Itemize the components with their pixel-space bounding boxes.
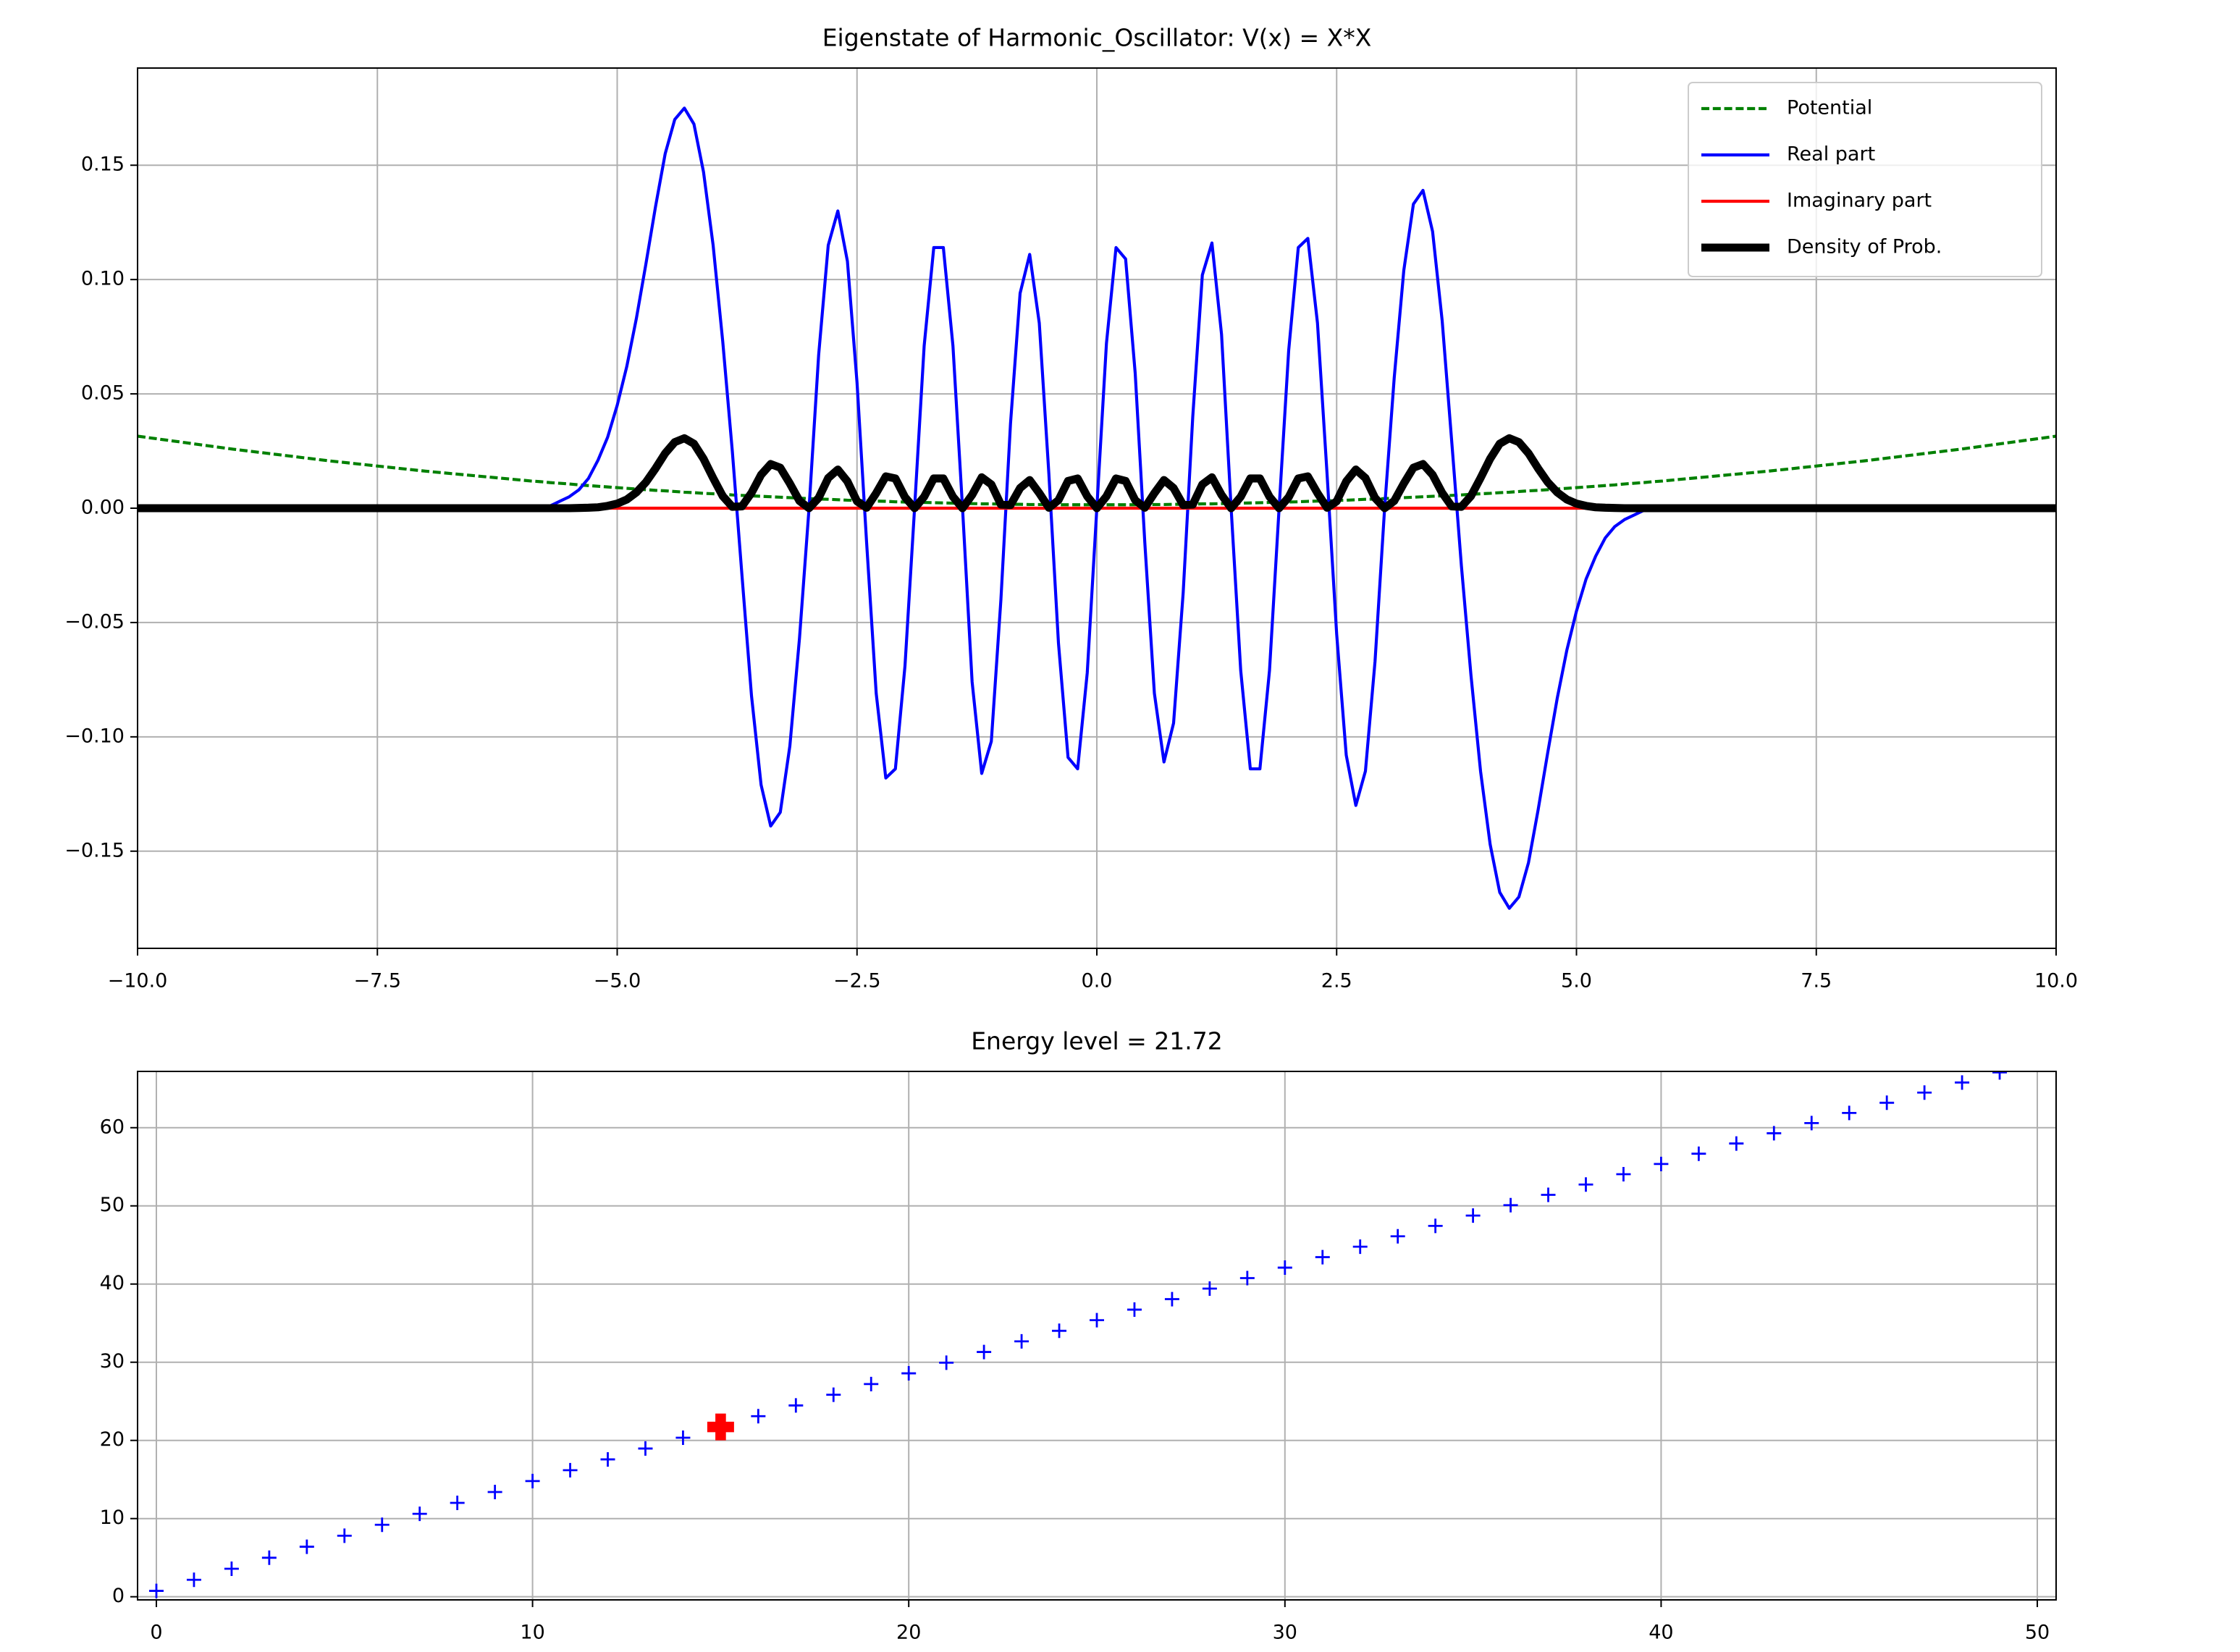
plus-marker	[1390, 1229, 1405, 1244]
x-tick-label: 5.0	[1561, 970, 1592, 993]
plus-marker	[1654, 1156, 1669, 1171]
chart-title: Energy level = 21.72	[971, 1027, 1223, 1055]
plus-marker	[638, 1441, 653, 1456]
plus-marker	[675, 1430, 691, 1446]
plus-marker	[1465, 1208, 1481, 1223]
plus-marker	[412, 1506, 427, 1522]
axes-frame	[137, 67, 2057, 949]
chart-title: Eigenstate of Harmonic_Oscillator: V(x) …	[822, 24, 1372, 52]
x-tick-label: 10	[520, 1622, 544, 1644]
y-tick-label: 40	[100, 1272, 125, 1294]
plus-marker	[600, 1451, 615, 1467]
plus-marker	[939, 1355, 954, 1370]
plus-marker	[1014, 1333, 1030, 1349]
plus-marker	[1955, 1075, 1970, 1090]
y-tick-label: 0.05	[81, 382, 125, 405]
plus-marker	[1691, 1146, 1706, 1161]
plus-marker	[337, 1528, 352, 1543]
x-tick-label: −2.5	[833, 970, 881, 993]
y-tick-label: 50	[100, 1194, 125, 1216]
plus-marker	[299, 1539, 314, 1554]
y-tick-label: 30	[100, 1350, 125, 1373]
plus-marker	[1842, 1105, 1857, 1121]
plus-marker	[1616, 1167, 1631, 1182]
plus-marker	[1541, 1187, 1556, 1202]
x-tick-label: 40	[1649, 1622, 1673, 1644]
y-tick-label: 20	[100, 1428, 125, 1451]
plus-marker	[1052, 1323, 1067, 1339]
plus-marker	[261, 1550, 277, 1565]
x-tick-label: −7.5	[353, 970, 401, 993]
plus-marker	[1729, 1136, 1744, 1151]
x-tick-label: 20	[896, 1622, 921, 1644]
plus-marker	[1503, 1197, 1518, 1213]
plus-marker	[1428, 1218, 1443, 1234]
x-tick-label: 0.0	[1082, 970, 1113, 993]
plus-marker	[1090, 1312, 1104, 1328]
plus-marker	[864, 1376, 879, 1391]
y-tick-label: 0	[112, 1585, 125, 1607]
plus-marker	[1202, 1281, 1217, 1296]
plus-marker	[751, 1409, 766, 1424]
y-tick-label: 60	[100, 1116, 125, 1138]
legend-label: Density of Prob.	[1787, 236, 1942, 258]
y-tick-label: 0.10	[81, 268, 125, 290]
plus-marker	[901, 1366, 917, 1381]
plus-marker	[1578, 1177, 1593, 1192]
y-tick-label: −0.10	[64, 725, 125, 747]
plus-marker	[450, 1495, 465, 1510]
y-tick-label: 0.15	[81, 153, 125, 176]
axes-frame	[137, 1071, 2057, 1601]
y-tick-label: 10	[100, 1506, 125, 1529]
plus-marker	[525, 1473, 540, 1488]
plus-marker	[1164, 1291, 1179, 1307]
plus-marker	[186, 1572, 201, 1588]
y-tick-label: −0.05	[64, 610, 125, 633]
legend-label: Real part	[1787, 143, 1875, 166]
plus-marker	[1277, 1260, 1292, 1276]
plus-marker	[1992, 1071, 2008, 1080]
plus-marker	[1352, 1239, 1368, 1255]
x-tick-label: −10.0	[108, 970, 168, 993]
legend-label: Imaginary part	[1787, 190, 1932, 212]
plus-marker	[1917, 1085, 1932, 1100]
plus-marker	[977, 1344, 992, 1360]
plus-marker	[1315, 1249, 1330, 1265]
x-tick-label: 50	[2025, 1622, 2050, 1644]
x-tick-label: 0	[150, 1622, 162, 1644]
plot-area	[148, 1071, 2008, 1598]
series-line	[138, 434, 2056, 513]
plus-marker	[563, 1462, 578, 1478]
plus-marker	[1879, 1095, 1895, 1111]
plus-marker	[1804, 1116, 1819, 1131]
highlight-marker	[707, 1413, 734, 1441]
y-tick-label: −0.15	[64, 839, 125, 861]
plus-marker	[826, 1387, 841, 1402]
legend-box	[1688, 82, 2042, 277]
plus-marker	[1127, 1302, 1142, 1318]
plus-marker	[1767, 1126, 1782, 1141]
x-tick-label: −5.0	[594, 970, 641, 993]
plus-marker	[1239, 1270, 1255, 1286]
x-tick-label: 10.0	[2034, 970, 2078, 993]
plus-marker	[148, 1583, 164, 1598]
y-tick-label: 0.00	[81, 497, 125, 519]
x-tick-label: 2.5	[1321, 970, 1352, 993]
plus-marker	[374, 1517, 390, 1533]
x-tick-label: 30	[1273, 1622, 1297, 1644]
plus-marker	[788, 1398, 804, 1413]
plot-area	[138, 106, 2056, 910]
legend-label: Potential	[1787, 97, 1872, 119]
plus-marker	[224, 1562, 239, 1577]
plus-marker	[487, 1484, 502, 1499]
x-tick-label: 7.5	[1801, 970, 1832, 993]
